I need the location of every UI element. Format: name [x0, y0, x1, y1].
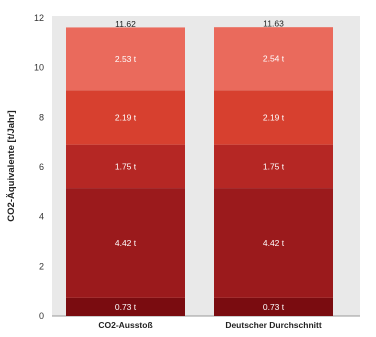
segment-label: 1.75 t: [115, 161, 137, 171]
x-axis-labels: CO2-Ausstoß Deutscher Durchschnitt: [98, 320, 321, 330]
y-tick-label: 0: [39, 311, 44, 321]
y-tick-label: 8: [39, 112, 44, 122]
total-label: 11.63: [263, 19, 284, 29]
bar-segment: [66, 188, 185, 298]
y-tick-label: 12: [34, 13, 44, 23]
bar-segment: [66, 144, 185, 189]
x-category-label: CO2-Ausstoß: [98, 320, 152, 330]
bar-segment: [214, 297, 333, 316]
segment-label: 1.75 t: [263, 161, 285, 171]
bar-segment: [214, 90, 333, 145]
bar-segment: [214, 27, 333, 91]
bar-segment: [214, 188, 333, 298]
segment-label: 0.73 t: [263, 302, 285, 312]
y-tick-label: 10: [34, 63, 44, 73]
segment-label: 2.53 t: [115, 54, 137, 64]
bars: 0.73 t 4.42 t 1.75 t 2.19 t 2.53 t 11.62 0.73 …: [66, 19, 333, 316]
y-tick-label: 4: [39, 212, 44, 222]
bar-segment: [66, 297, 185, 316]
segment-label: 4.42 t: [115, 238, 137, 248]
y-tick-label: 2: [39, 261, 44, 271]
y-axis-label: CO2-Äquivalente [t/Jahr]: [6, 110, 17, 221]
segment-label: 4.42 t: [263, 238, 285, 248]
segment-label: 0.73 t: [115, 302, 137, 312]
bar-segment: [66, 90, 185, 145]
segment-label: 2.19 t: [115, 112, 137, 122]
y-tick-label: 6: [39, 162, 44, 172]
total-label: 11.62: [115, 19, 136, 29]
y-axis-ticks: 0 2 4 6 8 10 12: [34, 13, 44, 321]
bar-segment: [66, 27, 185, 91]
x-category-label: Deutscher Durchschnitt: [225, 320, 322, 330]
segment-label: 2.19 t: [263, 112, 285, 122]
segment-label: 2.54 t: [263, 54, 285, 64]
bar-segment: [214, 144, 333, 189]
